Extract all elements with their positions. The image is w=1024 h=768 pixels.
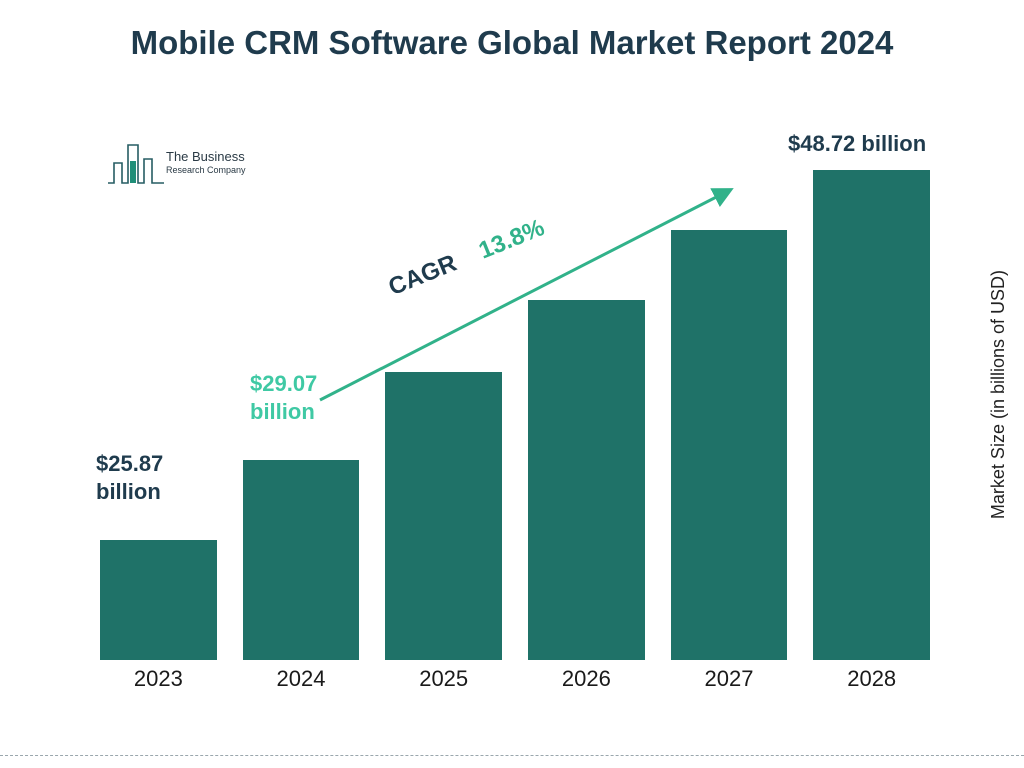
bar-2028 <box>813 170 930 660</box>
x-axis-label: 2023 <box>100 666 217 692</box>
bar-wrap-2027: 2027 <box>671 230 788 660</box>
bar-wrap-2023: 2023 <box>100 540 217 660</box>
bar-2027 <box>671 230 788 660</box>
bar-2026 <box>528 300 645 660</box>
chart-area: 202320242025202620272028 <box>100 130 930 690</box>
chart-title: Mobile CRM Software Global Market Report… <box>0 22 1024 63</box>
value-label-2: $48.72 billion <box>788 130 926 158</box>
bar-wrap-2024: 2024 <box>243 460 360 660</box>
bar-2025 <box>385 372 502 660</box>
bar-wrap-2025: 2025 <box>385 372 502 660</box>
x-axis-label: 2025 <box>385 666 502 692</box>
x-axis-label: 2027 <box>671 666 788 692</box>
bar-2023 <box>100 540 217 660</box>
x-axis-label: 2028 <box>813 666 930 692</box>
x-axis-label: 2026 <box>528 666 645 692</box>
y-axis-label: Market Size (in billions of USD) <box>988 270 1009 519</box>
bars-container: 202320242025202620272028 <box>100 130 930 660</box>
value-label-0: $25.87billion <box>96 450 163 505</box>
bar-wrap-2028: 2028 <box>813 170 930 660</box>
value-label-1: $29.07billion <box>250 370 317 425</box>
bottom-dashed-border <box>0 755 1024 756</box>
x-axis-label: 2024 <box>243 666 360 692</box>
bar-2024 <box>243 460 360 660</box>
bar-wrap-2026: 2026 <box>528 300 645 660</box>
